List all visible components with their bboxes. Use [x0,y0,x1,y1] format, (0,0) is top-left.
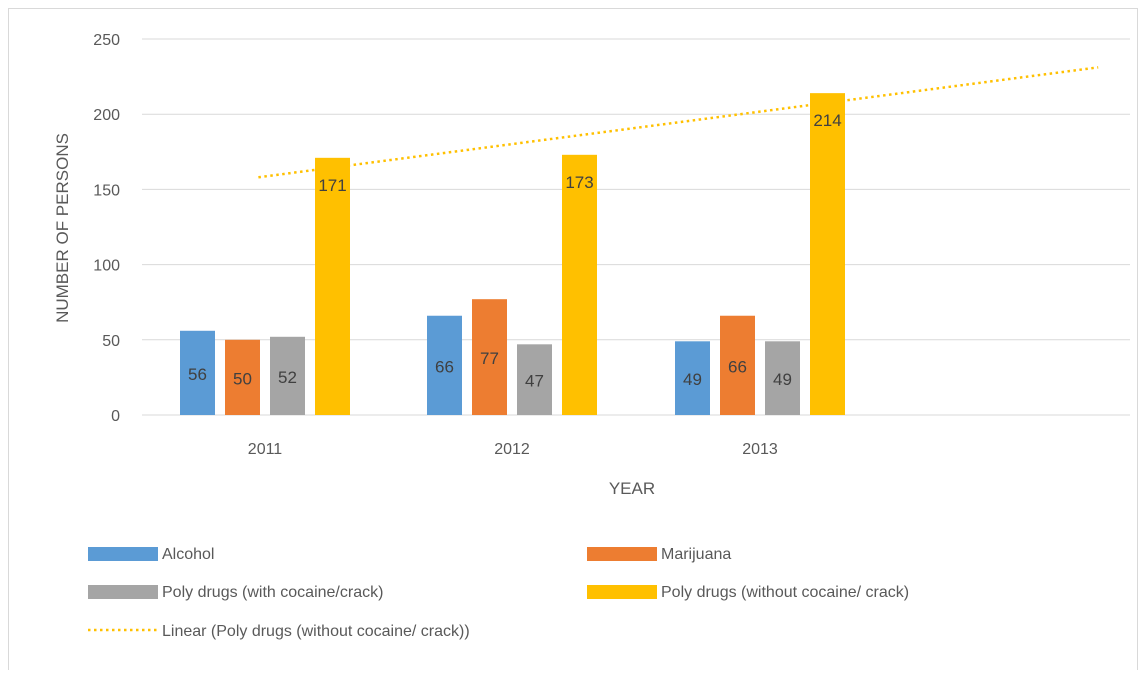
bar [675,341,710,415]
chart-frame [8,8,1138,670]
legend-swatch [88,547,158,561]
bar [765,341,800,415]
trendline [258,66,1099,179]
trendline-layer [258,66,1099,179]
legend-entry: Poly drugs (with cocaine/crack) [162,584,383,601]
x-tick-label: 2011 [248,441,283,458]
legend-entry-trendline: Linear (Poly drugs (without cocaine/ cra… [162,623,470,640]
data-label: 52 [278,368,297,387]
data-label: 47 [525,372,544,391]
data-label: 49 [683,370,702,389]
data-label: 214 [813,111,841,130]
legend-entry: Poly drugs (without cocaine/ crack) [661,584,909,601]
legend-entry: Marijuana [661,546,731,563]
gridlines [142,38,1130,416]
y-tick-label: 50 [102,333,120,350]
bar [427,315,462,415]
legend-swatch [587,585,657,599]
x-axis-title: YEAR [609,479,655,498]
y-tick-label: 250 [93,32,120,49]
data-label: 50 [233,369,252,388]
bar [810,93,845,416]
bar [270,336,305,415]
bar [517,344,552,415]
y-tick-label: 150 [93,182,120,199]
y-axis-title: NUMBER OF PERSONS [53,133,72,323]
y-tick-label: 100 [93,258,120,275]
legend-swatch [88,585,158,599]
bar [180,330,215,415]
legend-swatch [587,547,657,561]
data-labels: 56 50 52 171 66 77 47 173 49 66 49 214 [188,111,842,391]
data-label: 171 [318,176,346,195]
x-tick-label: 2013 [742,441,778,458]
data-label: 56 [188,365,207,384]
y-axis-ticks: 0 50 100 150 200 250 [93,32,120,425]
data-label: 66 [435,357,454,376]
data-label: 173 [565,173,593,192]
data-label: 66 [728,357,747,376]
bar [720,315,755,415]
y-tick-label: 200 [93,107,120,124]
bar [472,299,507,415]
bars [180,93,845,416]
x-tick-label: 2012 [494,441,530,458]
legend: Alcohol Marijuana Poly drugs (with cocaine… [88,546,909,640]
bar [315,157,350,416]
legend-entry: Alcohol [162,546,214,563]
bar [562,154,597,416]
data-label: 77 [480,349,499,368]
bar [225,339,260,415]
data-label: 49 [773,370,792,389]
x-axis-ticks: 2011 2012 2013 [248,441,778,458]
y-tick-label: 0 [111,408,120,425]
